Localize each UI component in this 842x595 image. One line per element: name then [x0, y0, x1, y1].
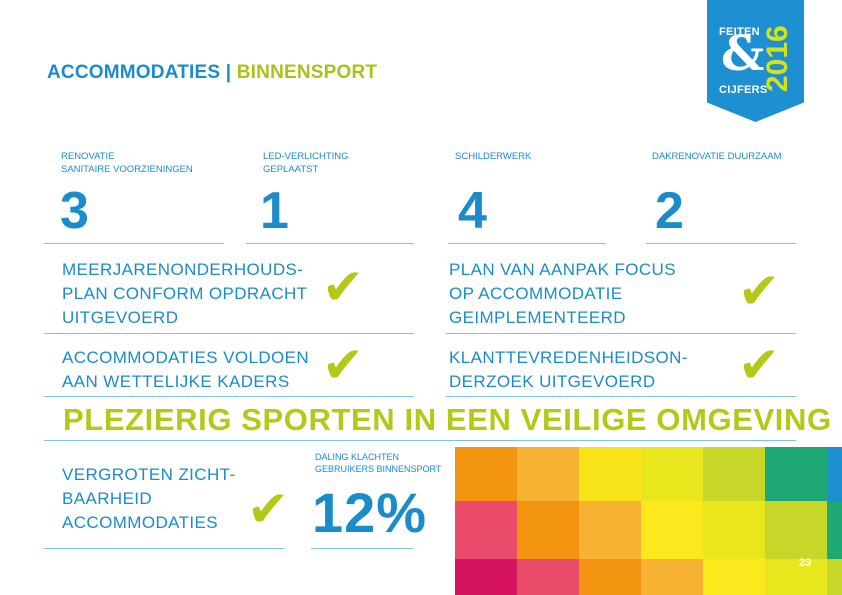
checkmark-icon: ✔: [322, 258, 364, 316]
divider: [44, 548, 284, 549]
divider: [44, 396, 414, 397]
stat-label-schilderwerk: SCHILDERWERK: [455, 151, 532, 162]
checkmark-icon: ✔: [247, 480, 289, 538]
achievement-klanttevredenheid: KLANTTEVREDENHEIDSON- DERZOEK UITGEVOERD: [449, 348, 688, 391]
divider: [448, 243, 606, 244]
stat-value-schilderwerk: 4: [458, 182, 489, 240]
achievement-wettelijke-kaders: ACCOMMODATIES VOLDOEN AAN WETTELIJKE KAD…: [62, 348, 310, 391]
achievement-meerjarenonderhoud: MEERJARENONDERHOUDS- PLAN CONFORM OPDRAC…: [62, 260, 308, 327]
stat-label-sanitair: RENOVATIE SANITAIRE VOORZIENINGEN: [61, 151, 193, 175]
badge-year-text: 2016: [765, 25, 791, 92]
divider: [44, 440, 796, 441]
stat-value-led: 1: [260, 182, 291, 240]
stat-value-dakrenovatie: 2: [655, 182, 686, 240]
divider: [44, 333, 414, 334]
title-binnensport: BINNENSPORT: [236, 62, 378, 83]
checkmark-icon: ✔: [738, 262, 780, 320]
goal-zichtbaarheid: VERGROTEN ZICHT- BAARHEID ACCOMMODATIES: [62, 465, 236, 532]
divider: [246, 243, 414, 244]
feiten-cijfers-badge: FEITEN & CIJFERS 2016: [707, 0, 804, 122]
divider: [311, 548, 413, 549]
badge-feiten-text: FEITEN: [719, 26, 760, 38]
color-mosaic: [455, 447, 842, 595]
checkmark-icon: ✔: [738, 336, 780, 394]
checkmark-icon: ✔: [322, 336, 364, 394]
decline-label: DALING KLACHTEN GEBRUIKERS BINNENSPORT: [315, 452, 442, 474]
slogan: PLEZIERIG SPORTEN IN EEN VEILIGE OMGEVIN…: [63, 402, 832, 437]
title-accommodaties: ACCOMMODATIES: [47, 62, 221, 83]
decline-percentage: 12%: [312, 481, 428, 544]
stat-label-dakrenovatie: DAKRENOVATIE DUURZAAM: [652, 151, 782, 162]
stat-label-led: LED-VERLICHTING GEPLAATST: [263, 151, 349, 175]
divider: [446, 333, 796, 334]
divider: [44, 243, 224, 244]
achievement-plan-van-aanpak: PLAN VAN AANPAK FOCUS OP ACCOMMODATIE GE…: [449, 260, 676, 327]
page-number: 23: [799, 557, 812, 569]
title-separator: |: [225, 62, 232, 83]
stat-value-sanitair: 3: [60, 182, 91, 240]
badge-year: 2016: [765, 25, 791, 92]
page-title: ACCOMMODATIES | BINNENSPORT: [47, 62, 377, 84]
badge-ampersand: &: [721, 26, 765, 82]
divider: [646, 243, 796, 244]
divider: [446, 396, 796, 397]
badge-cijfers-text: CIJFERS: [719, 84, 768, 96]
